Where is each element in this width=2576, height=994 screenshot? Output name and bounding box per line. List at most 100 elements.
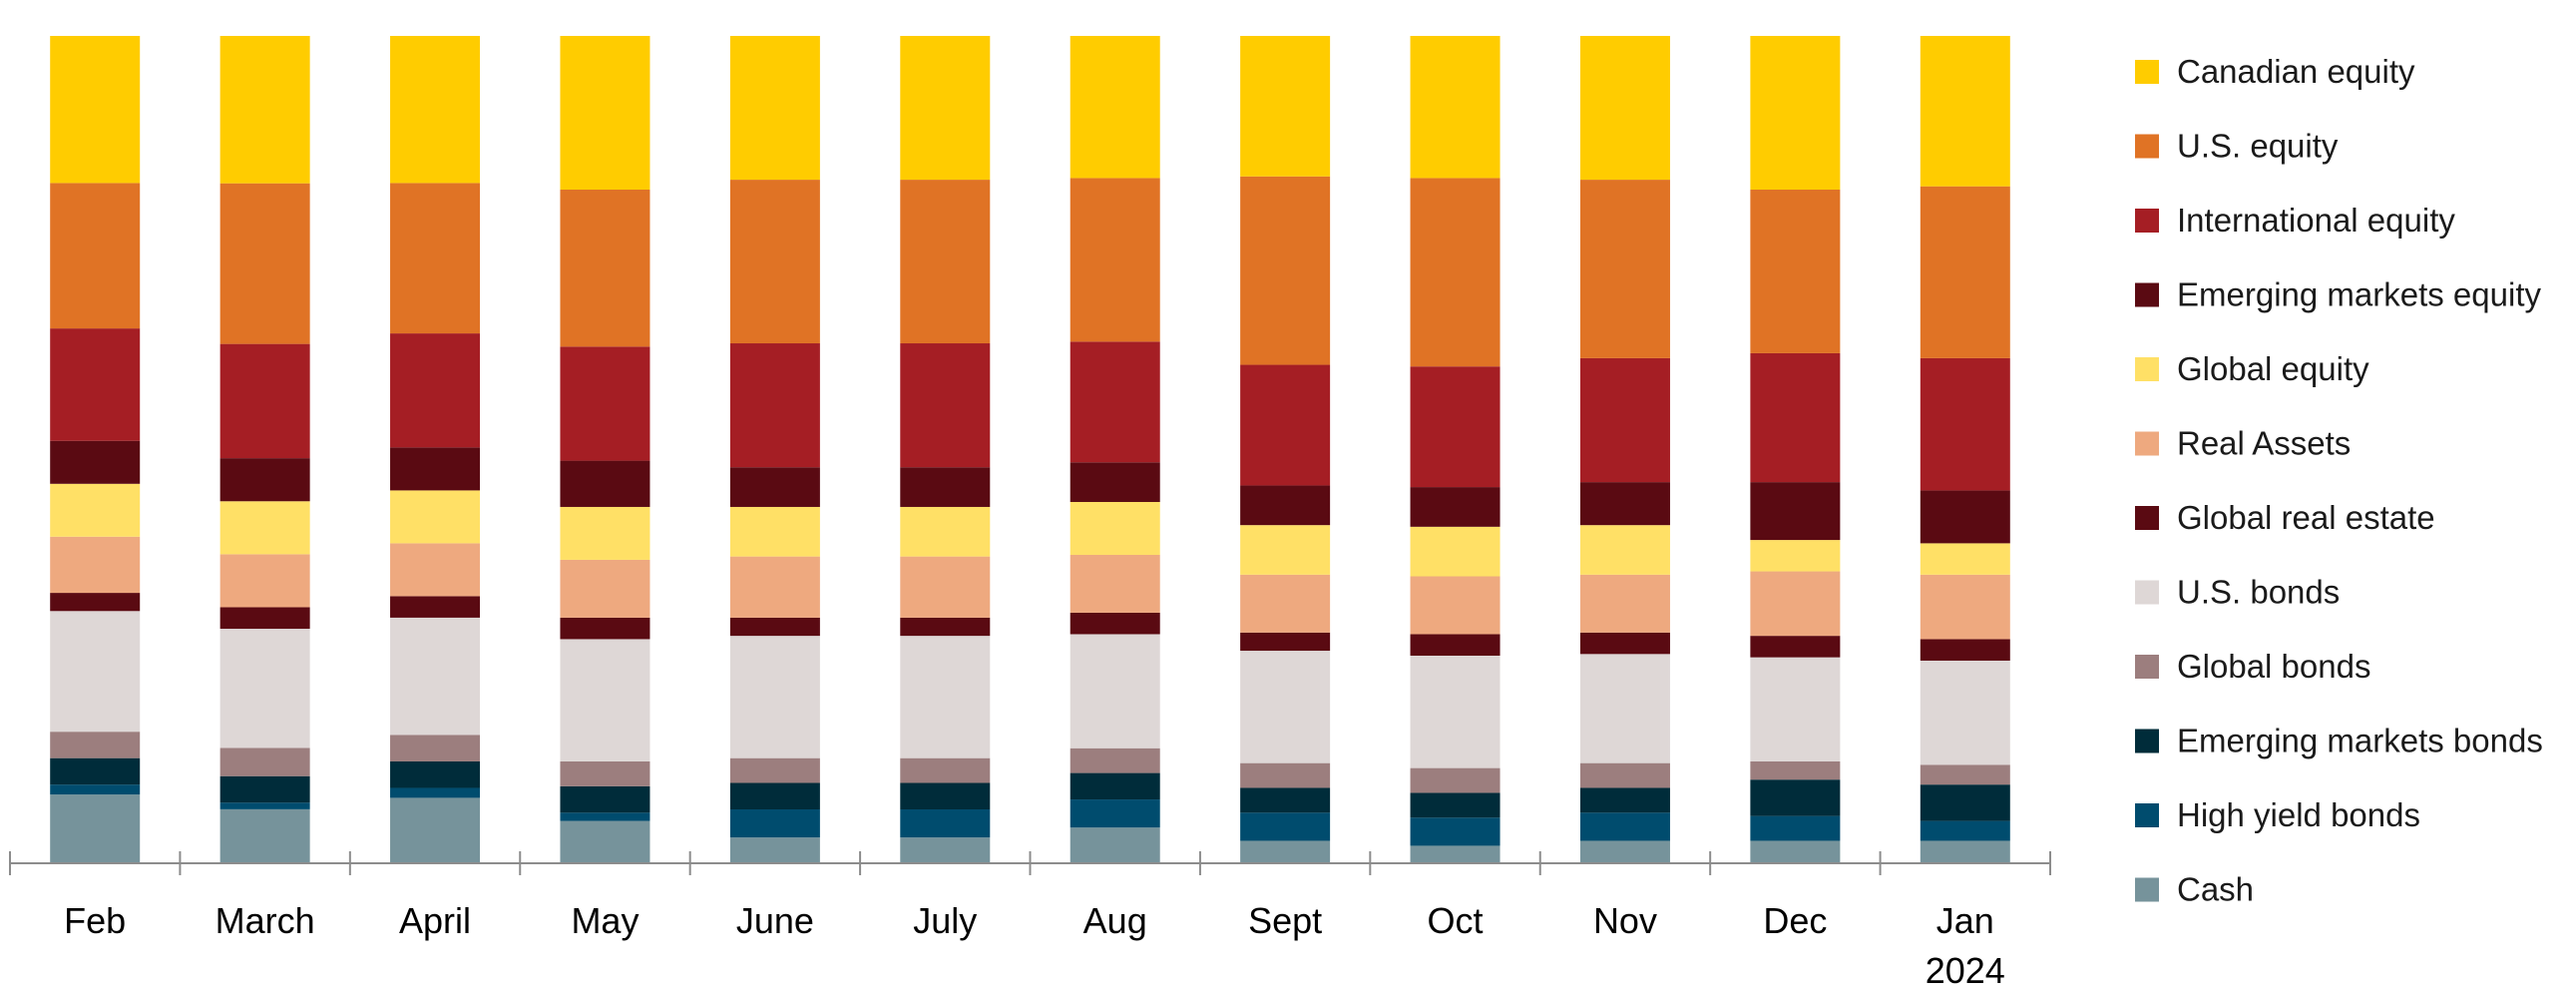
bar-segment-emerging-markets-equity-oct — [1410, 487, 1501, 527]
bar-segment-international-equity-nov — [1579, 357, 1670, 483]
legend-label: Canadian equity — [2177, 53, 2415, 90]
bar-segment-canadian-equity-sept — [1240, 36, 1331, 177]
bar-segment-cash-aug — [1070, 827, 1160, 862]
bar-segment-global-real-estate-dec — [1750, 636, 1841, 658]
bar-segment-global-equity-sept — [1240, 525, 1331, 575]
legend-swatch-icon — [2135, 506, 2159, 530]
bar-segment-global-bonds-june — [729, 757, 820, 783]
bar-segment-cash-june — [729, 837, 820, 862]
legend-item-global-bonds: Global bonds — [2135, 648, 2370, 685]
bar-segment-canadian-equity-aug — [1070, 36, 1160, 179]
legend-item-high-yield-bonds: High yield bonds — [2135, 796, 2420, 833]
bar-segment-emerging-markets-equity-dec — [1750, 482, 1841, 541]
legend-item-global-real-estate: Global real estate — [2135, 499, 2435, 536]
bar-segment-canadian-equity-may — [560, 36, 650, 191]
bar-segment-cash-march — [219, 808, 310, 862]
bar-segment-real-assets-aug — [1070, 554, 1160, 613]
bar-segment-u-s-equity-oct — [1410, 178, 1501, 367]
bar-segment-global-equity-dec — [1750, 540, 1841, 572]
x-axis — [9, 851, 2051, 875]
bar-segment-global-bonds-dec — [1750, 760, 1841, 780]
bar-segment-u-s-bonds-june — [729, 636, 820, 758]
legend-label: U.S. bonds — [2177, 574, 2340, 611]
legend-label: Cash — [2177, 871, 2254, 908]
bar-segment-u-s-bonds-july — [900, 636, 991, 758]
bar-segment-global-real-estate-march — [219, 607, 310, 630]
bar-segment-emerging-markets-equity-may — [560, 460, 650, 507]
legend-label: U.S. equity — [2177, 128, 2339, 165]
bar-segment-high-yield-bonds-feb — [50, 784, 141, 795]
bar-segment-high-yield-bonds-march — [219, 802, 310, 809]
bar-segment-real-assets-nov — [1579, 574, 1670, 633]
x-tick-label-feb: Feb — [64, 900, 126, 941]
bar-segment-u-s-equity-may — [560, 190, 650, 347]
bar-segment-high-yield-bonds-aug — [1070, 799, 1160, 828]
bar-segment-high-yield-bonds-nov — [1579, 812, 1670, 841]
bar-segment-emerging-markets-equity-feb — [50, 440, 141, 484]
bar-segment-emerging-markets-equity-march — [219, 458, 310, 502]
bar-segment-high-yield-bonds-dec — [1750, 815, 1841, 841]
bar-segment-global-bonds-july — [900, 757, 991, 783]
legend-swatch-icon — [2135, 134, 2159, 159]
legend-label: Emerging markets equity — [2177, 276, 2541, 313]
legend-item-emerging-markets-bonds: Emerging markets bonds — [2135, 723, 2543, 759]
x-tick-label-april: April — [399, 900, 471, 941]
x-tick-label-may: May — [571, 900, 639, 941]
bars-layer — [50, 36, 2010, 862]
bar-segment-high-yield-bonds-may — [560, 812, 650, 821]
bar-segment-real-assets-march — [219, 554, 310, 608]
bar-segment-emerging-markets-equity-aug — [1070, 462, 1160, 502]
x-tick-label-july: July — [913, 900, 977, 941]
x-tick-label-nov: Nov — [1593, 900, 1657, 941]
legend-swatch-icon — [2135, 357, 2159, 381]
bar-segment-cash-feb — [50, 794, 141, 862]
bar-segment-global-equity-june — [729, 506, 820, 557]
bar-segment-cash-april — [390, 797, 481, 862]
bar-segment-global-bonds-feb — [50, 732, 141, 758]
legend-swatch-icon — [2135, 282, 2159, 307]
bar-segment-global-real-estate-oct — [1410, 634, 1501, 656]
bar-segment-u-s-bonds-aug — [1070, 634, 1160, 748]
bar-segment-global-equity-oct — [1410, 526, 1501, 577]
bar-segment-global-bonds-jan-2024 — [1920, 764, 2010, 785]
legend-label: Global bonds — [2177, 648, 2370, 685]
bar-segment-canadian-equity-june — [729, 36, 820, 181]
bar-segment-emerging-markets-equity-july — [900, 467, 991, 507]
bar-segment-international-equity-july — [900, 343, 991, 468]
legend-label: High yield bonds — [2177, 796, 2420, 833]
bar-segment-canadian-equity-nov — [1579, 36, 1670, 181]
bar-segment-u-s-equity-dec — [1750, 190, 1841, 353]
bar-segment-emerging-markets-equity-nov — [1579, 482, 1670, 526]
bar-segment-emerging-markets-bonds-june — [729, 782, 820, 810]
bar-segment-global-bonds-aug — [1070, 747, 1160, 773]
bar-segment-global-real-estate-jan-2024 — [1920, 639, 2010, 661]
bar-segment-global-real-estate-aug — [1070, 612, 1160, 635]
legend-swatch-icon — [2135, 803, 2159, 827]
bar-segment-u-s-equity-nov — [1579, 180, 1670, 358]
legend-label: Real Assets — [2177, 425, 2351, 462]
legend-item-international-equity: International equity — [2135, 202, 2455, 239]
bar-segment-global-bonds-nov — [1579, 762, 1670, 788]
bar-segment-emerging-markets-bonds-july — [900, 782, 991, 810]
bar-segment-u-s-equity-april — [390, 183, 481, 334]
bar-segment-cash-nov — [1579, 840, 1670, 862]
legend-label: International equity — [2177, 202, 2455, 239]
legend-item-canadian-equity: Canadian equity — [2135, 53, 2415, 90]
bar-segment-global-real-estate-april — [390, 596, 481, 618]
bar-segment-real-assets-may — [560, 559, 650, 618]
bar-segment-emerging-markets-bonds-sept — [1240, 787, 1331, 813]
bar-segment-emerging-markets-bonds-april — [390, 760, 481, 788]
legend-label: Global equity — [2177, 350, 2369, 387]
bar-segment-high-yield-bonds-april — [390, 787, 481, 798]
legend-swatch-icon — [2135, 580, 2159, 605]
legend-swatch-icon — [2135, 877, 2159, 902]
bar-segment-real-assets-feb — [50, 536, 141, 594]
bar-segment-global-bonds-march — [219, 747, 310, 776]
bar-segment-u-s-equity-sept — [1240, 176, 1331, 365]
bar-segment-global-real-estate-may — [560, 617, 650, 640]
bar-segment-emerging-markets-bonds-dec — [1750, 779, 1841, 816]
bar-segment-international-equity-feb — [50, 328, 141, 441]
bar-segment-emerging-markets-bonds-jan-2024 — [1920, 784, 2010, 821]
bar-segment-u-s-bonds-nov — [1579, 654, 1670, 763]
legend: Canadian equity U.S. equity International … — [2135, 53, 2543, 908]
